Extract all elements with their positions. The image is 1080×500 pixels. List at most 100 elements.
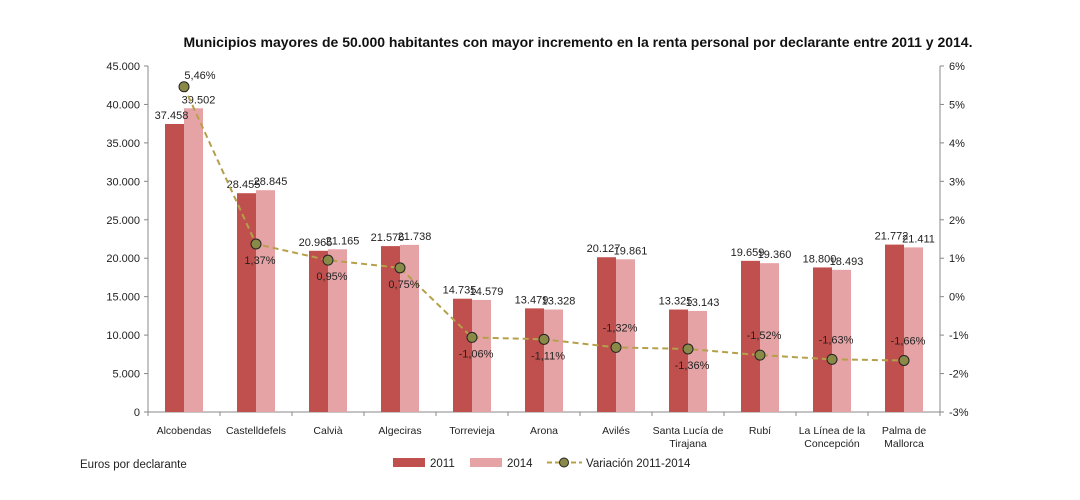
- x-tick-label: Avilés: [602, 425, 630, 437]
- y-left-tick-label: 40.000: [106, 99, 140, 111]
- variation-label: -1,11%: [531, 350, 565, 362]
- bar-2011-label: 21.576: [371, 232, 405, 244]
- bar-2011-label: 20.965: [299, 237, 333, 249]
- chart-note: Euros por declarante: [80, 459, 187, 471]
- bar-2014: [616, 259, 635, 412]
- legend: 2011 2014 Variación 2011-2014: [393, 457, 691, 470]
- bar-2014-label: 21.411: [902, 233, 935, 245]
- bar-2014: [472, 299, 491, 412]
- legend-swatch-2014: [470, 458, 502, 467]
- y-left-tick-label: 5.000: [112, 369, 140, 381]
- bar-2014: [688, 310, 707, 412]
- x-tick-label: Concepción: [804, 438, 860, 450]
- bar-2011-label: 14.735: [443, 285, 477, 297]
- y-left-tick-label: 10.000: [106, 330, 140, 342]
- y-right-tick-label: 2%: [949, 215, 965, 227]
- variation-label: 0,75%: [388, 279, 419, 291]
- y-left-tick-label: 25.000: [106, 215, 140, 227]
- y-right-tick-label: 0%: [949, 292, 965, 304]
- variation-label: -1,52%: [747, 330, 782, 342]
- chart-title: Municipios mayores de 50.000 habitantes …: [184, 34, 973, 50]
- bar-2011: [885, 244, 904, 412]
- variation-point: [610, 341, 622, 353]
- y-right-tick-label: -3%: [949, 407, 969, 419]
- x-tick-label: Rubí: [749, 425, 771, 437]
- bar-2014: [184, 108, 203, 413]
- variation-point: [754, 349, 766, 361]
- variation-label: 0,95%: [316, 271, 347, 283]
- bar-2011-label: 37.458: [155, 110, 189, 122]
- bar-2014: [256, 190, 275, 412]
- bar-2011: [741, 260, 760, 412]
- y-right-tick-label: -2%: [949, 369, 969, 381]
- x-tick-label: Mallorca: [884, 438, 924, 450]
- variation-label: -1,66%: [891, 335, 926, 347]
- variation-label: 5,46%: [184, 70, 215, 82]
- bar-2011-label: 21.772: [875, 231, 909, 243]
- x-tick-label: Algeciras: [378, 425, 421, 437]
- bar-2014: [544, 309, 563, 412]
- variation-point: [682, 343, 694, 355]
- x-tick-label: Alcobendas: [157, 425, 212, 437]
- y-left-tick-label: 35.000: [106, 138, 140, 150]
- bar-2014: [904, 247, 923, 412]
- x-tick-label: Arona: [530, 425, 558, 437]
- variation-point: [538, 333, 550, 345]
- variation-point: [466, 331, 478, 343]
- x-tick-label: Palma de: [882, 425, 927, 437]
- x-tick-label: Torrevieja: [449, 425, 495, 437]
- bar-2011: [381, 246, 400, 412]
- x-tick-label: Castelldefels: [226, 425, 286, 437]
- variation-label: -1,32%: [603, 322, 638, 334]
- y-left-tick-label: 30.000: [106, 176, 140, 188]
- bar-2014-label: 14.579: [470, 286, 504, 298]
- legend-label-2011: 2011: [430, 458, 455, 470]
- y-right-tick-label: -1%: [949, 330, 969, 342]
- variation-label: -1,63%: [819, 334, 854, 346]
- bar-2011-label: 13.479: [515, 294, 549, 306]
- bar-2014-label: 13.328: [542, 296, 576, 308]
- legend-swatch-2011: [393, 458, 425, 467]
- bar-2011-label: 28.455: [227, 179, 261, 191]
- variation-label: 1,37%: [244, 255, 275, 267]
- bar-2014: [400, 244, 419, 412]
- bar-2014-label: 13.143: [686, 297, 720, 309]
- bar-2014: [832, 269, 851, 412]
- y-left-tick-label: 0: [134, 407, 140, 419]
- variation-label: -1,06%: [459, 348, 494, 360]
- variation-point: [394, 262, 406, 274]
- bar-2014-label: 19.360: [758, 249, 792, 261]
- bar-2014-label: 19.861: [614, 245, 648, 257]
- variation-point: [250, 238, 262, 250]
- y-left-tick-label: 20.000: [106, 253, 140, 265]
- y-right-tick-label: 3%: [949, 176, 965, 188]
- variation-point: [826, 353, 838, 365]
- bar-2011: [669, 309, 688, 412]
- bar-2011-label: 18.800: [803, 253, 837, 265]
- x-tick-label: Tirajana: [669, 438, 707, 450]
- variation-point: [322, 254, 334, 266]
- x-tick-label: Santa Lucía de: [653, 425, 724, 437]
- bar-2011: [165, 123, 184, 413]
- bar-2014: [760, 263, 779, 412]
- bar-2014: [328, 249, 347, 412]
- y-left-tick-label: 45.000: [106, 61, 140, 73]
- bar-2011: [525, 308, 544, 412]
- y-right-tick-label: 6%: [949, 61, 965, 73]
- legend-marker-variation: [559, 457, 569, 468]
- bar-2011: [309, 250, 328, 412]
- bar-2011-label: 19.659: [731, 247, 765, 259]
- bar-2014-label: 18.493: [830, 256, 864, 268]
- variation-point: [178, 81, 190, 93]
- bar-2011: [597, 257, 616, 412]
- bar-2011: [813, 267, 832, 412]
- bar-2011-label: 20.127: [587, 243, 621, 255]
- variation-label: -1,36%: [675, 360, 710, 372]
- legend-label-2014: 2014: [507, 458, 533, 470]
- bar-2011: [453, 298, 472, 412]
- x-tick-label: La Línea de la: [799, 425, 866, 437]
- bar-2011: [237, 193, 256, 412]
- legend-label-variation: Variación 2011-2014: [586, 458, 691, 470]
- y-right-tick-label: 4%: [949, 138, 965, 150]
